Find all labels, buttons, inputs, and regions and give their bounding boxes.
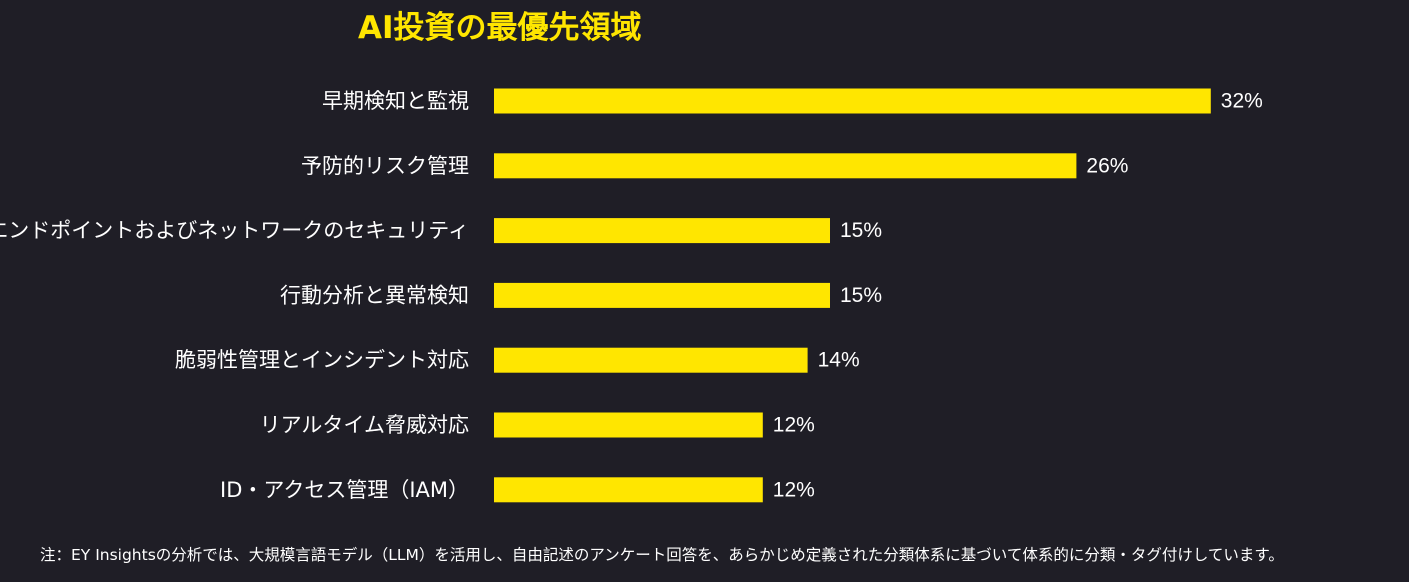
footnote: 注：EY Insightsの分析では、大規模言語モデル（LLM）を活用し、自由記… <box>40 546 1284 564</box>
value-label: 32% <box>1221 90 1263 113</box>
value-label: 12% <box>773 414 815 437</box>
category-label: リアルタイム脅威対応 <box>260 413 469 437</box>
bar <box>494 412 763 438</box>
bar <box>494 218 830 244</box>
value-label: 14% <box>818 349 860 372</box>
category-label: 早期検知と監視 <box>322 89 469 113</box>
bar <box>494 88 1211 114</box>
category-label: 予防的リスク管理 <box>301 154 469 178</box>
value-label: 12% <box>773 478 815 501</box>
chart-title: AI投資の最優先領域 <box>358 10 642 46</box>
value-label: 15% <box>840 219 882 242</box>
value-label: 26% <box>1086 154 1128 177</box>
bar <box>494 153 1077 179</box>
bar <box>494 347 808 373</box>
bar <box>494 282 830 308</box>
bars-group: 早期検知と監視 32% 予防的リスク管理 26% エンドポイントおよびネットワークのセキ… <box>0 88 1263 503</box>
category-label: 脆弱性管理とインシデント対応 <box>175 348 469 372</box>
bar <box>494 477 763 503</box>
category-label: 行動分析と異常検知 <box>280 283 469 307</box>
category-label: エンドポイントおよびネットワークのセキュリティ <box>0 219 469 243</box>
value-label: 15% <box>840 284 882 307</box>
category-label: ID・アクセス管理（IAM） <box>220 478 469 502</box>
